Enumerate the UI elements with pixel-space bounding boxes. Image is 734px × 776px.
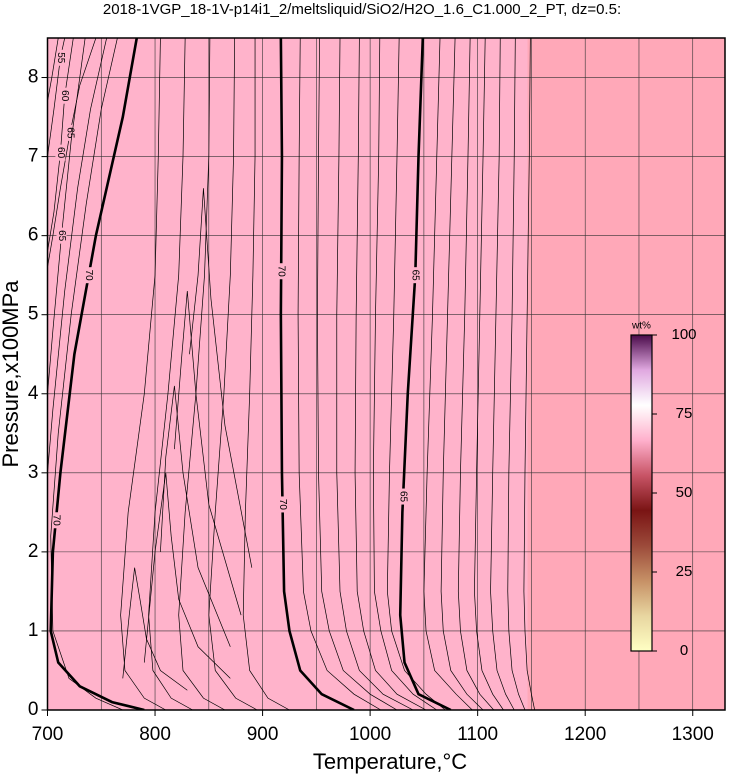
contour-label: 70 (50, 515, 61, 527)
colorbar-tick-label: 75 (676, 405, 693, 422)
contour-label: 65 (56, 230, 67, 242)
contour-label: 65 (64, 127, 75, 139)
chart-title: 2018-1VGP_18-1V-p14i1_2/meltsliquid/SiO2… (103, 1, 621, 18)
contour-line (160, 385, 231, 647)
colorbar-label: wt% (631, 321, 651, 332)
contour-label-bg (59, 87, 70, 104)
contour-line (523, 38, 535, 710)
y-tick-label: 5 (28, 304, 39, 325)
contour-line (507, 38, 526, 710)
contour-line (386, 38, 446, 710)
contour-line (208, 38, 258, 710)
contour-label: 65 (397, 491, 408, 503)
contour-label-bg (55, 49, 66, 66)
x-tick-label: 1300 (672, 724, 714, 745)
contour-label: 60 (59, 90, 70, 102)
y-tick-label: 8 (28, 67, 39, 88)
contour-line (440, 38, 484, 710)
y-axis-label: Pressure,x100MPa (0, 280, 23, 468)
contour-label-bg (56, 227, 67, 244)
contour-line (122, 567, 188, 691)
contour-line (457, 38, 495, 710)
contour-line (189, 188, 253, 568)
contour-line (242, 38, 290, 710)
contour-label: 60 (55, 147, 66, 159)
contour-layer: 70 70 70 70 65 65 65 65 60 60 55 (47, 38, 725, 710)
contour-label: 70 (276, 266, 287, 278)
colorbar (630, 334, 653, 652)
contour-label: 55 (55, 52, 66, 64)
x-tick-label: 900 (247, 724, 279, 745)
field-region (47, 38, 528, 710)
contour-label-bg (398, 488, 409, 505)
y-tick-label: 1 (28, 620, 39, 641)
y-tick-label: 6 (28, 225, 39, 246)
contour-line (148, 38, 193, 710)
contour-label-bg (50, 512, 61, 529)
contour-line (47, 38, 107, 473)
x-tick-label: 700 (32, 724, 64, 745)
x-tick-label: 1100 (457, 724, 498, 745)
x-axis-label: Temperature,°C (313, 749, 467, 774)
contour-line (474, 38, 504, 710)
contour-label-bg (83, 267, 94, 284)
contour-label-bg (410, 267, 421, 284)
colorbar-tick-label: 25 (676, 563, 693, 580)
contour-bold (398, 38, 452, 710)
contour-line (490, 38, 515, 710)
colorbar-tick-label: 50 (676, 484, 693, 501)
contour-line (143, 472, 231, 679)
contour-line (120, 38, 166, 710)
contour-line (47, 38, 59, 102)
contour-line (317, 38, 398, 710)
plot-frame (46, 37, 726, 711)
contour-label-bg (277, 496, 288, 513)
y-tick-label: 4 (28, 383, 39, 404)
contour-line (297, 38, 382, 710)
x-tick-label: 800 (139, 724, 171, 745)
contour-bold (279, 38, 355, 710)
contour-line (354, 38, 427, 710)
y-tick-label: 7 (28, 146, 39, 167)
contour-line (336, 38, 414, 710)
contour-label-bg (65, 124, 76, 141)
contour-bold (49, 38, 145, 710)
contour-label: 70 (277, 499, 288, 511)
y-tick-label: 2 (28, 541, 39, 562)
x-tick-label: 1200 (564, 724, 606, 745)
colorbar-tick-label: 100 (671, 326, 696, 343)
contour-label: 65 (410, 270, 421, 282)
contour-label: 70 (83, 270, 94, 282)
contour-line (47, 38, 66, 157)
contour-line (174, 290, 242, 616)
y-tick-label: 0 (28, 699, 39, 720)
x-tick-label: 1000 (349, 724, 391, 745)
y-tick-label: 3 (28, 462, 39, 483)
contour-line (423, 38, 473, 710)
contour-line (50, 38, 123, 710)
colorbar-tick-label: 0 (680, 642, 688, 659)
contour-label-bg (276, 263, 287, 280)
contour-line (372, 38, 437, 710)
contour-label-bg (55, 144, 66, 161)
contour-line (178, 38, 226, 710)
